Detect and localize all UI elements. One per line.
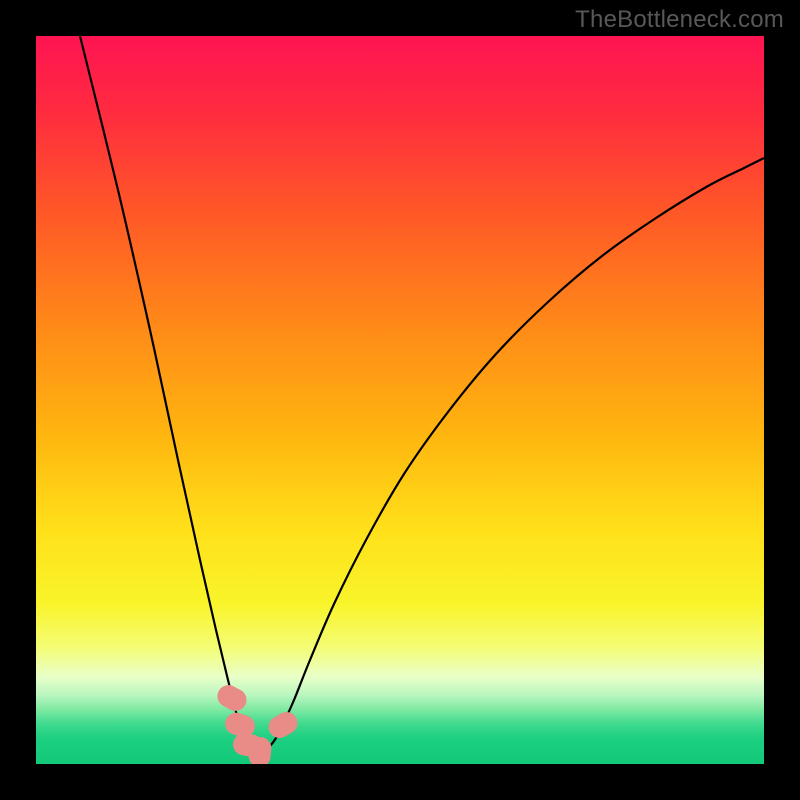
chart-svg: [0, 0, 800, 800]
watermark-label: TheBottleneck.com: [575, 6, 784, 34]
chart-container: TheBottleneck.com: [0, 0, 800, 800]
gradient-background: [36, 36, 764, 764]
